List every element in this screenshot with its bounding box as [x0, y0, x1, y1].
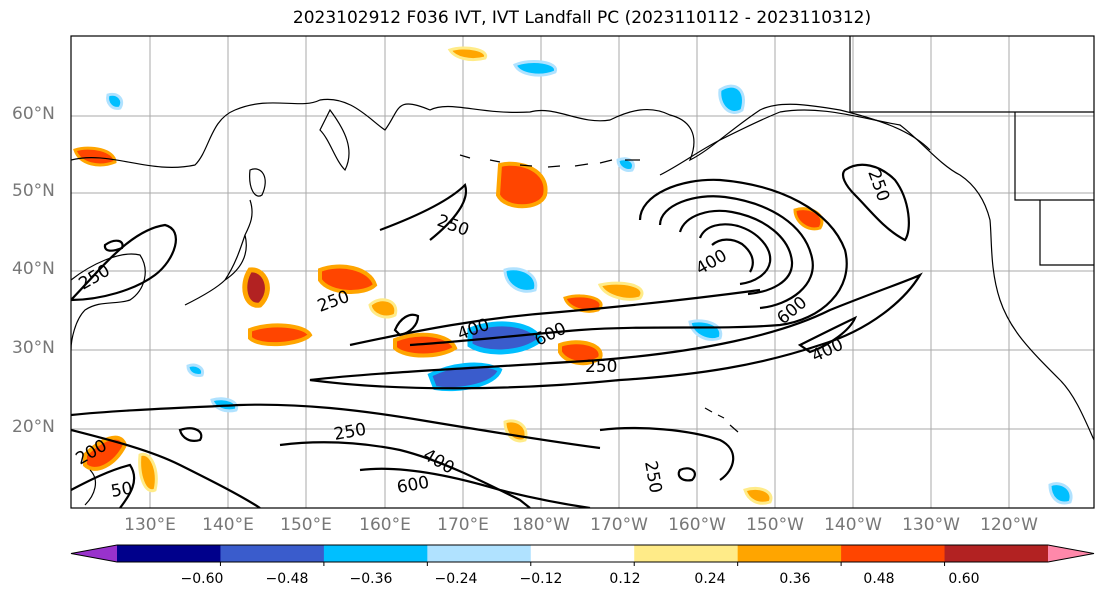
- lon-label: 150°E: [280, 515, 332, 535]
- map-frame: [70, 35, 1095, 509]
- colorbar-tick-label: −0.60: [180, 571, 224, 587]
- lon-label: 140°E: [202, 515, 254, 535]
- colorbar-tick-label: 0.12: [609, 571, 641, 587]
- lat-label: 40°N: [12, 259, 55, 279]
- lon-label: 150°W: [746, 515, 804, 535]
- lat-label: 20°N: [12, 417, 55, 437]
- ivt-anomaly-fill: [73, 46, 1073, 505]
- colorbar-segment: [220, 545, 325, 562]
- colorbar-extend-high: [1048, 545, 1094, 562]
- lat-label: 60°N: [12, 104, 55, 124]
- colorbar-segment: [841, 545, 946, 562]
- coastlines: [71, 36, 1094, 506]
- contour-label-250-c: 250: [585, 357, 617, 377]
- lon-label: 180°W: [512, 515, 570, 535]
- colorbar-tick-label: −0.12: [519, 571, 563, 587]
- lat-label: 30°N: [12, 338, 55, 358]
- lon-label: 130°W: [902, 515, 960, 535]
- graticule: [71, 36, 1094, 508]
- colorbar-segment: [530, 545, 635, 562]
- colorbar-segment: [944, 545, 1049, 562]
- colorbar-tick-label: 0.24: [694, 571, 726, 587]
- colorbar-tick-label: 0.36: [779, 571, 811, 587]
- colorbar-segment: [117, 545, 221, 562]
- colorbar-segment: [737, 545, 842, 562]
- colorbar-tick-label: 0.60: [948, 571, 980, 587]
- ivt-contours: [71, 163, 923, 508]
- colorbar-tick-label: −0.24: [434, 571, 478, 587]
- lat-label: 50°N: [12, 181, 55, 201]
- colorbar-segment: [634, 545, 739, 562]
- colorbar-tick-label: −0.36: [349, 571, 393, 587]
- colorbar-tick-label: 0.48: [863, 571, 895, 587]
- lon-label: 120°W: [980, 515, 1038, 535]
- colorbar-outline: [70, 544, 1095, 563]
- colorbar-tick-label: −0.48: [265, 571, 309, 587]
- map-title: 2023102912 F036 IVT, IVT Landfall PC (20…: [292, 8, 872, 28]
- contour-label-50: 50: [109, 478, 134, 501]
- lon-label: 170°E: [437, 515, 489, 535]
- colorbar-segment: [427, 545, 532, 562]
- colorbar-extend-low: [71, 545, 117, 562]
- colorbar-segment: [323, 545, 428, 562]
- lon-label: 170°W: [590, 515, 648, 535]
- lon-label: 160°W: [668, 515, 726, 535]
- lon-label: 160°E: [359, 515, 411, 535]
- lon-label: 130°E: [124, 515, 176, 535]
- lon-label: 140°W: [824, 515, 882, 535]
